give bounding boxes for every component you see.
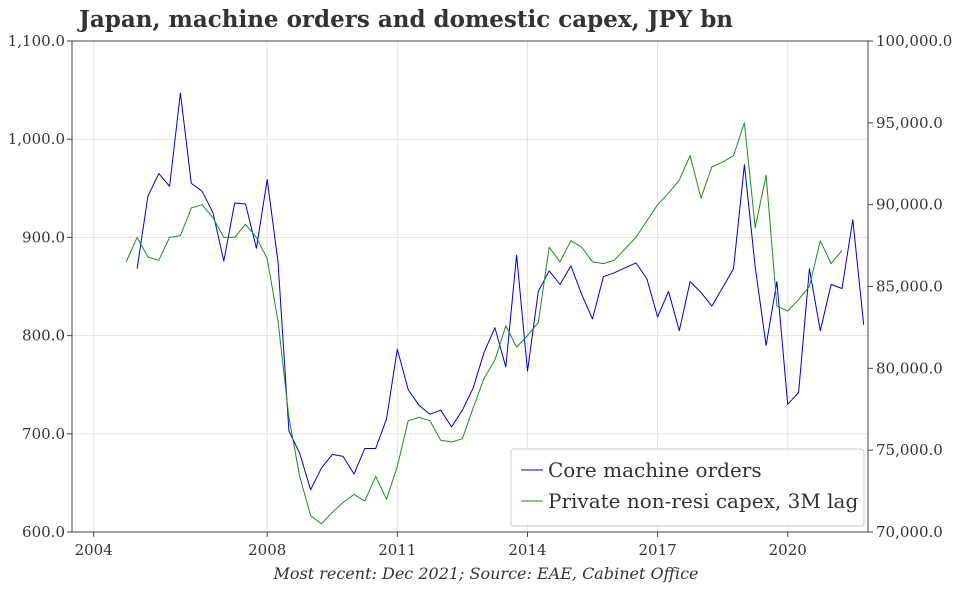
plot-frame	[71, 40, 869, 533]
chart-footer: Most recent: Dec 2021; Source: EAE, Cabi…	[273, 564, 699, 583]
y-right-tick-label: 95,000.0	[876, 114, 943, 132]
y-right-tick-label: 80,000.0	[876, 359, 943, 377]
y-right-tick-label: 90,000.0	[876, 196, 943, 214]
y-left-tick-label: 1,000.0	[8, 130, 65, 148]
series-line-1	[136, 92, 865, 491]
y-left-tick-label: 1,100.0	[8, 32, 65, 50]
legend-label: Private non-resi capex, 3M lag	[548, 489, 858, 513]
x-tick-label: 2020	[769, 541, 807, 559]
y-left-tick-label: 700.0	[22, 425, 65, 443]
y-right-tick-label: 100,000.0	[876, 32, 952, 50]
chart-title: Japan, machine orders and domestic capex…	[79, 6, 734, 33]
series-line-2	[125, 122, 843, 525]
y-right-tick-label: 75,000.0	[876, 441, 943, 459]
legend-label: Core machine orders	[548, 458, 762, 482]
x-tick-label: 2004	[75, 541, 113, 559]
y-left-tick-label: 900.0	[22, 228, 65, 246]
x-tick-label: 2017	[639, 541, 677, 559]
y-left-tick-label: 600.0	[22, 523, 65, 541]
x-tick-label: 2011	[378, 541, 416, 559]
legend-box	[510, 448, 865, 527]
x-tick-label: 2008	[248, 541, 286, 559]
x-tick-label: 2014	[508, 541, 546, 559]
y-right-tick-label: 70,000.0	[876, 523, 943, 541]
y-right-tick-label: 85,000.0	[876, 278, 943, 296]
y-left-tick-label: 800.0	[22, 327, 65, 345]
